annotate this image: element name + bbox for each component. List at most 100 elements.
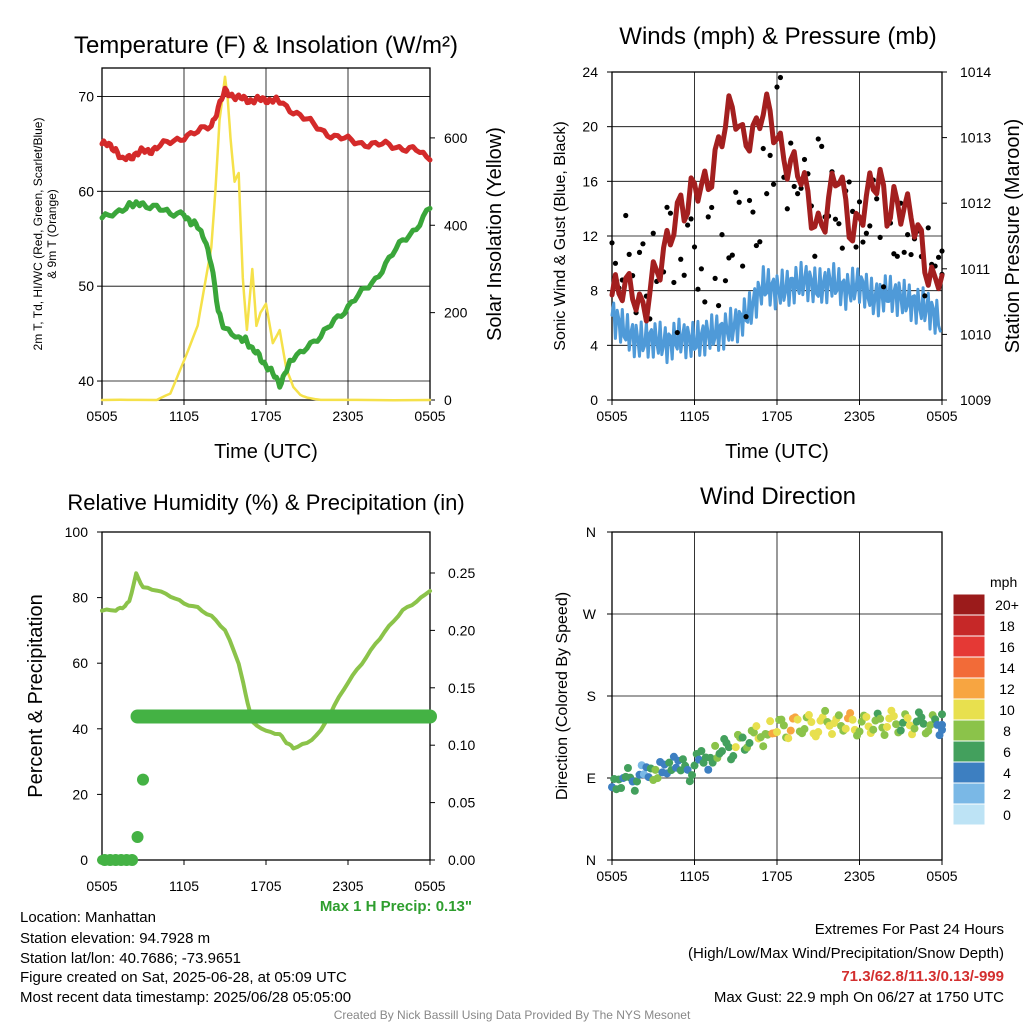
x-tick-label: 0505 <box>596 408 627 424</box>
wind-direction-point <box>917 713 926 722</box>
y-tick-label: 40 <box>78 373 94 389</box>
y-tick-label: 24 <box>582 64 598 80</box>
x-tick-label: 1705 <box>250 408 281 424</box>
y-tick-label: 16 <box>582 173 598 189</box>
gust-point <box>846 179 852 185</box>
y-axis-label: Sonic Wind & Gust (Blue, Black) <box>552 121 569 350</box>
legend-label: 4 <box>1003 765 1011 781</box>
x-tick-label: 0505 <box>596 868 627 884</box>
y-axis-label: 2m T, Td, HI/WC (Red, Green, Scarlet/Blu… <box>31 118 45 351</box>
wind-direction-point <box>729 752 738 761</box>
gust-point <box>853 244 859 250</box>
y-right-tick-label: 1013 <box>960 130 991 146</box>
gust-point <box>856 199 863 205</box>
legend-label: 2 <box>1003 786 1011 802</box>
legend-label: 16 <box>999 639 1015 655</box>
wind-direction-point <box>862 712 871 721</box>
y-right-tick-label: 0.20 <box>448 622 475 638</box>
gust-point <box>626 251 632 257</box>
gust-point <box>935 254 942 260</box>
wind-direction-point <box>697 747 706 756</box>
wind-direction-point <box>876 714 885 723</box>
y-right-tick-label: 0.00 <box>448 852 475 868</box>
wind-direction-point <box>848 715 857 724</box>
dewpoint-line <box>99 199 433 390</box>
y-tick-label: E <box>587 770 596 786</box>
y-tick-label: 4 <box>590 337 598 353</box>
legend-label: 8 <box>1003 723 1011 739</box>
legend-swatch <box>952 740 986 763</box>
gust-point <box>791 183 797 190</box>
y-right-tick-label: 1010 <box>960 326 991 342</box>
gust-point <box>695 286 701 292</box>
wind-direction-point <box>869 725 878 734</box>
wind-direction-point <box>846 709 855 718</box>
gust-point <box>740 263 746 269</box>
y-right-tick-label: 0.05 <box>448 795 475 811</box>
y-right-tick-label: 1012 <box>960 195 991 211</box>
y-tick-label: 80 <box>72 590 88 606</box>
y-right-tick-label: 200 <box>444 305 468 321</box>
credit-text: Created By Nick Bassill Using Data Provi… <box>334 1008 691 1022</box>
gust-point <box>729 252 735 258</box>
gust-point <box>705 214 711 220</box>
gust-point <box>712 275 718 281</box>
x-tick-label: 1705 <box>250 878 281 894</box>
humidity-precip-panel: Relative Humidity (%) & Precipitation (i… <box>25 490 475 915</box>
gust-point <box>798 185 804 191</box>
precip-point <box>137 773 149 786</box>
x-tick-label: 2305 <box>332 878 363 894</box>
wind-direction-point <box>807 718 816 727</box>
legend-swatch <box>952 761 986 784</box>
gust-point <box>795 191 801 197</box>
wind-direction-point <box>938 720 946 729</box>
x-tick-label: 1705 <box>761 868 792 884</box>
footer-info: Location: Manhattan Station elevation: 9… <box>20 909 1004 1022</box>
legend-label: 14 <box>999 660 1015 676</box>
y-tick-label: 8 <box>590 283 598 299</box>
gust-point <box>832 216 839 222</box>
wind-direction-point <box>814 728 823 737</box>
gust-point <box>812 253 818 259</box>
latlon-text: Station lat/lon: 40.7686; -73.9651 <box>20 950 241 967</box>
gust-point <box>939 248 945 254</box>
gust-point <box>877 234 883 240</box>
gust-point <box>664 204 670 210</box>
y-tick-label: 20 <box>582 119 598 135</box>
gust-point <box>698 266 704 272</box>
legend-swatch <box>952 719 986 742</box>
gust-point <box>819 143 825 149</box>
y-tick-label: 70 <box>78 88 94 104</box>
wind-direction-point <box>821 706 830 715</box>
wind-direction-point <box>711 741 720 750</box>
y-right-tick-label: 600 <box>444 130 468 146</box>
x-tick-label: 2305 <box>844 868 875 884</box>
wind-direction-point <box>738 733 747 742</box>
legend-label: 10 <box>999 702 1015 718</box>
gust-point <box>836 221 842 227</box>
wind-direction-point <box>903 714 912 723</box>
gust-point <box>774 84 780 90</box>
y-tick-label: W <box>583 606 597 622</box>
elevation-text: Station elevation: 94.7928 m <box>20 930 210 947</box>
gust-point <box>801 156 808 163</box>
wind-direction-point <box>919 719 928 728</box>
wind-direction-point <box>623 763 632 772</box>
x-tick-label: 1105 <box>169 408 199 424</box>
wind-direction-point <box>718 747 726 756</box>
gust-point <box>905 232 911 238</box>
gust-point <box>678 256 684 262</box>
y-axis-label-line2: & 9m T (Orange) <box>45 189 59 279</box>
winds-pressure-panel: Winds (mph) & Pressure (mb) 0 4 8 12 16 20 24 10… <box>552 23 1024 463</box>
wind-direction-point <box>749 728 758 737</box>
gust-point <box>753 242 759 249</box>
x-tick-label: 1105 <box>679 408 709 424</box>
legend-label: 6 <box>1003 744 1011 760</box>
gust-point <box>667 210 674 216</box>
y-right-axis-label: Station Pressure (Maroon) <box>1002 119 1024 354</box>
gust-point <box>715 302 722 309</box>
y-tick-label: 100 <box>65 524 89 540</box>
recent-text: Most recent data timestamp: 2025/06/28 0… <box>20 989 351 1006</box>
wind-direction-point <box>731 743 740 752</box>
wind-direction-point <box>855 727 864 736</box>
